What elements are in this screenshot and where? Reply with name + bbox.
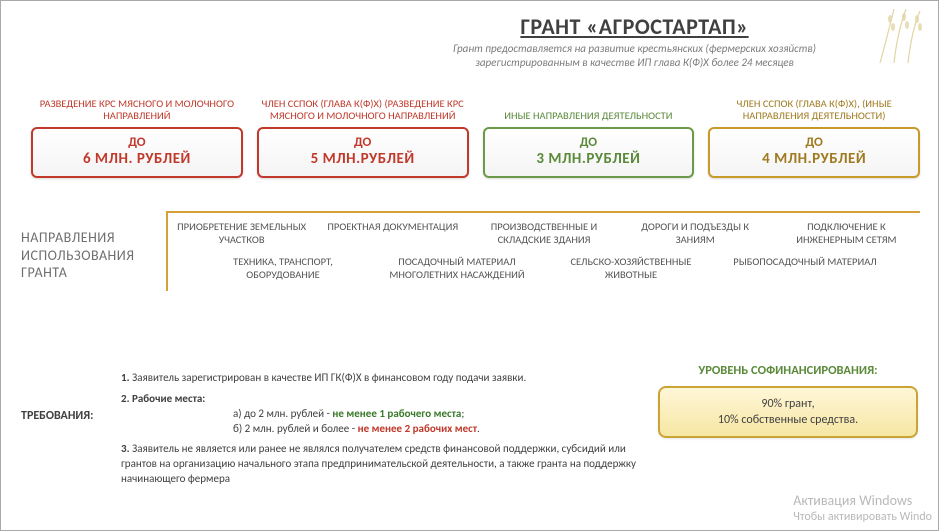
cofunding-line-1: 90% грант, [666,396,910,412]
req-2: 2. Рабочие места: а) до 2 млн. рублей - … [121,392,648,437]
req-2b-hl: не менее 2 рабочих мест [358,422,477,435]
amount-up: ДО [714,135,914,150]
req-num: 3. [121,442,130,455]
card-label: ЧЛЕН ССПОК (ГЛАВА К(Ф)Х) (РАЗВЕДЕНИЕ КРС… [257,85,469,127]
amount-box: ДО 5 МЛН.РУБЛЕЙ [257,127,469,178]
amount-value: 4 МЛН.РУБЛЕЙ [714,150,914,168]
amount-up: ДО [263,135,463,150]
dir-item: ТЕХНИКА, ТРАНСПОРТ, ОБОРУДОВАНИЕ [198,256,368,281]
page-subtitle: Грант предоставляется на развитие кресть… [361,42,908,70]
dir-item: ДОРОГИ И ПОДЪЕЗДЫ К ЗАНИЯМ [622,221,769,246]
subtitle-line-1: Грант предоставляется на развитие кресть… [453,42,816,55]
req-2b: б) 2 млн. рублей и более - не менее 2 ра… [233,422,648,437]
cofunding-box: 90% грант, 10% собственные средства. [658,386,918,438]
subtitle-line-2: зарегистрированным в качестве ИП глава К… [475,56,794,69]
amount-value: 3 МЛН.РУБЛЕЙ [489,150,689,168]
directions-grid: ПРИОБРЕТЕНИЕ ЗЕМЕЛЬНЫХ УЧАСТКОВ ПРОЕКТНА… [166,211,920,291]
req-2a-pre: а) до 2 млн. рублей - [233,407,332,420]
card-sspok-other: ЧЛЕН ССПОК (ГЛАВА К(Ф)Х), (ИНЫЕ НАПРАВЛЕ… [708,85,920,178]
requirements-block: 1. Заявитель зарегистрирован в качестве … [21,371,648,493]
req-3: 3. Заявитель не является или ранее не яв… [121,442,648,487]
cofunding-line-2: 10% собственные средства. [666,412,910,428]
dir-item: ПОСАДОЧНЫЙ МАТЕРИАЛ МНОГОЛЕТНИХ НАСАЖДЕН… [372,256,542,281]
req-2a-hl: не менее 1 рабочего места [332,407,461,420]
req-head: Рабочие места: [132,392,205,405]
amount-value: 6 МЛН. РУБЛЕЙ [37,150,237,168]
header: ГРАНТ «АГРОСТАРТАП» Грант предоставляетс… [361,13,908,70]
amount-value: 5 МЛН.РУБЛЕЙ [263,150,463,168]
dir-item: ПРОИЗВОДСТВЕННЫЕ И СКЛАДСКИЕ ЗДАНИЯ [470,221,617,246]
req-text: Заявитель зарегистрирован в качестве ИП … [132,371,526,384]
amount-box: ДО 6 МЛН. РУБЛЕЙ [31,127,243,178]
dir-item: СЕЛЬСКО-ХОЗЯЙСТВЕННЫЕ ЖИВОТНЫЕ [546,256,716,281]
watermark-line-1: Активация Windows [793,493,932,510]
windows-watermark: Активация Windows Чтобы активировать Win… [793,493,932,524]
directions-block: НАПРАВЛЕНИЯ ИСПОЛЬЗОВАНИЯ ГРАНТА ПРИОБРЕ… [21,211,920,291]
amount-box: ДО 4 МЛН.РУБЛЕЙ [708,127,920,178]
card-label: ЧЛЕН ССПОК (ГЛАВА К(Ф)Х), (ИНЫЕ НАПРАВЛЕ… [708,85,920,127]
dir-item: ПОДКЛЮЧЕНИЕ К ИНЖЕНЕРНЫМ СЕТЯМ [773,221,920,246]
req-1: 1. Заявитель зарегистрирован в качестве … [121,371,648,386]
directions-label: НАПРАВЛЕНИЯ ИСПОЛЬЗОВАНИЯ ГРАНТА [21,211,166,291]
card-cattle: РАЗВЕДЕНИЕ КРС МЯСНОГО И МОЛОЧНОГО НАПРА… [31,85,243,178]
req-2a-post: ; [461,407,464,420]
cofunding-block: УРОВЕНЬ СОФИНАНСИРОВАНИЯ: 90% грант, 10%… [658,363,918,438]
dir-item: ПРОЕКТНАЯ ДОКУМЕНТАЦИЯ [319,221,466,246]
card-label: РАЗВЕДЕНИЕ КРС МЯСНОГО И МОЛОЧНОГО НАПРА… [31,85,243,127]
amount-cards: РАЗВЕДЕНИЕ КРС МЯСНОГО И МОЛОЧНОГО НАПРА… [31,85,920,178]
dir-item: ПРИОБРЕТЕНИЕ ЗЕМЕЛЬНЫХ УЧАСТКОВ [168,221,315,246]
req-num: 1. [121,371,130,384]
amount-up: ДО [489,135,689,150]
page-title: ГРАНТ «АГРОСТАРТАП» [361,13,908,40]
req-2a: а) до 2 млн. рублей - не менее 1 рабочег… [233,407,648,422]
amount-box: ДО 3 МЛН.РУБЛЕЙ [483,127,695,178]
req-2b-post: . [477,422,480,435]
cofunding-title: УРОВЕНЬ СОФИНАНСИРОВАНИЯ: [658,363,918,378]
card-sspok-cattle: ЧЛЕН ССПОК (ГЛАВА К(Ф)Х) (РАЗВЕДЕНИЕ КРС… [257,85,469,178]
req-2b-pre: б) 2 млн. рублей и более - [233,422,358,435]
req-num: 2. [121,392,130,405]
req-text: Заявитель не является или ранее не являл… [121,442,636,485]
watermark-line-2: Чтобы активировать Windo [793,510,932,524]
card-other: ИНЫЕ НАПРАВЛЕНИЯ ДЕЯТЕЛЬНОСТИ ДО 3 МЛН.Р… [483,85,695,178]
amount-up: ДО [37,135,237,150]
dir-item: РЫБОПОСАДОЧНЫЙ МАТЕРИАЛ [720,256,890,281]
card-label: ИНЫЕ НАПРАВЛЕНИЯ ДЕЯТЕЛЬНОСТИ [504,85,672,127]
